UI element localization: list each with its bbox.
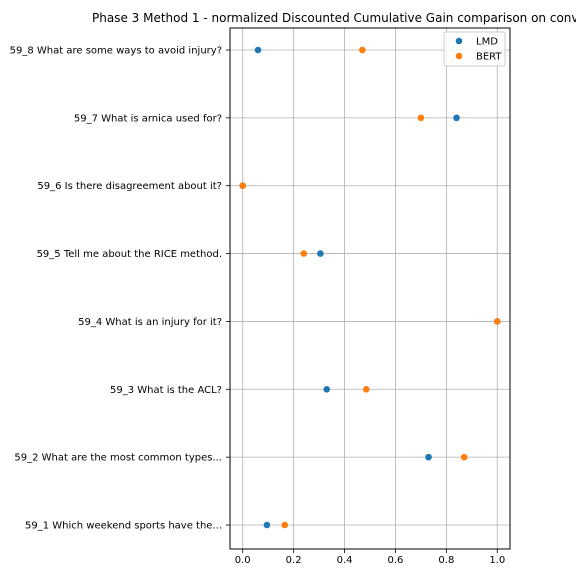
legend-marker-bert xyxy=(455,52,463,60)
point-bert xyxy=(359,46,366,54)
y-tick-label: 59_5 Tell me about the RICE method. xyxy=(37,249,222,260)
legend: LMD BERT xyxy=(443,31,506,67)
legend-label-lmd: LMD xyxy=(476,37,498,48)
y-tick-label: 59_3 What is the ACL? xyxy=(110,385,222,396)
point-lmd xyxy=(317,250,324,257)
chart-title: Phase 3 Method 1 - normalized Discounted… xyxy=(92,11,576,25)
y-tick-labels: 59_1 Which weekend sports have the... 59_… xyxy=(10,46,230,532)
y-tick-label: 59_6 Is there disagreement about it? xyxy=(37,181,222,192)
point-lmd xyxy=(425,453,432,461)
x-tick-label: 0.0 xyxy=(235,555,251,566)
y-tick-label: 59_7 What is arnica used for? xyxy=(74,113,222,124)
point-bert xyxy=(460,453,468,461)
x-tick-label: 0.8 xyxy=(438,555,454,566)
x-tick-label: 0.4 xyxy=(337,555,353,566)
point-lmd xyxy=(323,385,331,393)
point-lmd xyxy=(453,114,460,122)
x-tick-label: 0.6 xyxy=(388,555,404,566)
x-tick-label: 0.2 xyxy=(286,555,302,566)
point-bert xyxy=(281,521,289,529)
point-bert xyxy=(362,385,370,393)
data-points xyxy=(239,46,501,529)
point-bert xyxy=(300,250,308,257)
y-tick-label: 59_8 What are some ways to avoid injury? xyxy=(10,46,222,57)
point-lmd xyxy=(263,521,271,529)
y-tick-label: 59_1 Which weekend sports have the... xyxy=(25,521,222,532)
y-tick-label: 59_4 What is an injury for it? xyxy=(78,317,222,328)
legend-marker-lmd xyxy=(455,37,463,45)
grid xyxy=(230,28,510,549)
point-bert xyxy=(239,182,247,190)
x-tick-label: 1.0 xyxy=(489,555,505,566)
plot-frame xyxy=(229,27,511,550)
point-bert xyxy=(417,114,425,122)
point-lmd xyxy=(254,46,262,54)
y-tick-label: 59_2 What are the most common types... xyxy=(14,453,222,464)
point-bert xyxy=(493,318,501,325)
legend-label-bert: BERT xyxy=(476,52,502,63)
x-ticks: 0.0 0.2 0.4 0.6 0.8 1.0 xyxy=(235,549,505,566)
